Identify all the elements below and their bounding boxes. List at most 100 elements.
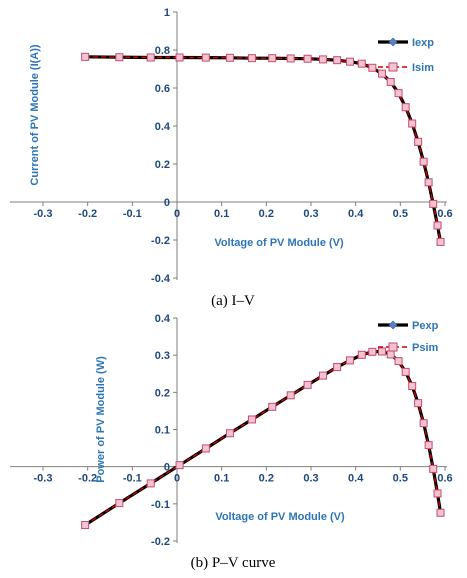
iv-point-Isim: [175, 53, 184, 62]
pv-point-Psim: [225, 429, 234, 438]
pv-point-Psim: [401, 367, 410, 376]
pv-point-Psim: [175, 461, 184, 470]
pv-point-Psim: [414, 399, 423, 408]
pv-point-Psim: [386, 350, 395, 359]
pv-y-tick-label: 0.4: [155, 313, 171, 325]
pv-caption: (b) P–V curve: [191, 555, 276, 571]
pv-x-tick-label: 0: [174, 473, 180, 485]
iv-caption: (a) I–V: [211, 293, 255, 309]
iv-point-Isim: [225, 53, 234, 62]
pv-x-tick-label: -0.3: [34, 473, 53, 485]
pv-point-Psim: [201, 444, 210, 453]
iv-point-Isim: [433, 221, 442, 230]
pv-point-Psim: [368, 347, 377, 356]
iv-point-Isim: [345, 57, 354, 66]
pv-y-tick-label: 0: [164, 462, 170, 474]
iv-point-Isim: [394, 89, 403, 98]
pv-point-Psim: [345, 356, 354, 365]
pv-y-tick-label: 0.1: [155, 425, 170, 437]
iv-point-Isim: [357, 59, 366, 68]
iv-y-tick-label: 0: [164, 197, 170, 209]
pv-point-Psim: [429, 464, 438, 473]
iv-point-Isim: [303, 54, 312, 63]
pv-x-tick-label: 0.1: [214, 473, 229, 485]
iv-x-tick-label: -0.2: [78, 208, 97, 220]
pv-x-tick-label: -0.1: [123, 473, 142, 485]
iv-x-axis-label: Voltage of PV Module (V): [214, 237, 344, 249]
pv-point-Psim: [146, 479, 155, 488]
iv-x-tick-label: 0.5: [393, 208, 408, 220]
pv-series-line-Psim: [84, 350, 442, 526]
iv-point-Isim: [429, 199, 438, 208]
pv-x-axis-label: Voltage of PV Module (V): [215, 511, 345, 523]
iv-point-Isim: [401, 103, 410, 112]
pv-point-Psim: [433, 489, 442, 498]
iv-y-tick-label: 0.6: [155, 83, 170, 95]
iv-point-Isim: [201, 53, 210, 62]
pv-y-tick-label: -0.1: [151, 499, 170, 511]
pv-point-Psim: [247, 415, 256, 424]
iv-legend-marker-Isim: [388, 62, 398, 72]
pv-y-tick-label: 0.2: [155, 387, 170, 399]
iv-point-Isim: [424, 178, 433, 187]
iv-point-Isim: [386, 77, 395, 86]
iv-point-Isim: [333, 56, 342, 65]
pv-legend-label-Pexp: Pexp: [412, 320, 439, 332]
iv-point-Isim: [408, 119, 417, 128]
pv-point-Psim: [333, 363, 342, 372]
iv-x-tick-label: -0.1: [123, 208, 142, 220]
pv-y-axis-label: Power of PV Module (W): [95, 356, 107, 483]
pv-point-Psim: [419, 419, 428, 428]
iv-x-tick-label: 0.1: [214, 208, 229, 220]
iv-y-tick-label: 0.2: [155, 159, 170, 171]
pv-y-tick-label: 0.3: [155, 350, 170, 362]
pv-point-Psim: [81, 521, 90, 530]
pv-point-Psim: [394, 357, 403, 366]
iv-y-tick-label: 0.4: [155, 121, 171, 133]
iv-y-tick-label: 0.8: [155, 45, 170, 57]
pv-legend-marker-Psim: [388, 342, 398, 352]
pv-point-Psim: [436, 508, 445, 517]
pv-legend-marker-Pexp: [388, 320, 398, 330]
iv-x-tick-label: -0.3: [34, 208, 53, 220]
pv-point-Psim: [378, 347, 387, 356]
iv-point-Isim: [115, 53, 124, 62]
pv-x-tick-label: 0.5: [393, 473, 408, 485]
iv-y-tick-label: -0.4: [151, 273, 171, 285]
iv-x-tick-label: 0: [174, 208, 180, 220]
iv-x-tick-label: 0.6: [437, 208, 452, 220]
pv-y-tick-label: -0.2: [151, 536, 170, 548]
pv-x-tick-label: -0.2: [78, 473, 97, 485]
iv-point-Isim: [419, 157, 428, 166]
iv-x-tick-label: 0.2: [259, 208, 274, 220]
pv-chart: -0.3 -0.2 -0.1 0 0.1 0.2 0.3 0.4 0.5 0.6 -0.2 -0.1 0…: [10, 313, 453, 548]
iv-point-Isim: [81, 52, 90, 61]
pv-point-Psim: [115, 499, 124, 508]
iv-y-tick-label: -0.2: [151, 235, 170, 247]
pv-point-Psim: [357, 350, 366, 359]
iv-point-Isim: [368, 63, 377, 72]
pv-series-line-Pexp: [84, 349, 443, 527]
iv-point-Isim: [247, 54, 256, 63]
pv-point-Psim: [424, 441, 433, 450]
pv-point-Psim: [408, 382, 417, 391]
pv-x-tick-label: 0.6: [437, 473, 452, 485]
iv-x-tick-label: 0.3: [303, 208, 318, 220]
iv-y-tick-label: 1: [164, 7, 170, 19]
pv-point-Psim: [303, 380, 312, 389]
pv-point-Psim: [319, 371, 328, 380]
iv-point-Isim: [319, 55, 328, 64]
pv-x-tick-label: 0.4: [348, 473, 364, 485]
iv-point-Isim: [414, 137, 423, 146]
iv-chart: -0.3 -0.2 -0.1 0 0.1 0.2 0.3 0.4 0.5 0.6 -0.4 -0.2 0…: [10, 7, 453, 285]
pv-point-Psim: [268, 402, 277, 411]
iv-legend-marker-Iexp: [388, 37, 398, 47]
iv-x-tick-label: 0.4: [348, 208, 364, 220]
pv-point-Psim: [286, 391, 295, 400]
iv-legend-label-Iexp: Iexp: [412, 37, 434, 49]
pv-x-tick-label: 0.2: [259, 473, 274, 485]
iv-point-Isim: [286, 54, 295, 63]
iv-legend-label-Isim: Isim: [412, 62, 434, 74]
iv-point-Isim: [436, 237, 445, 246]
